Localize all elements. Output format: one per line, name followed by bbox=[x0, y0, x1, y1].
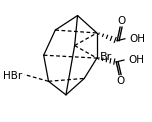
Text: Br: Br bbox=[100, 52, 112, 62]
Text: OH: OH bbox=[130, 34, 146, 44]
Text: O: O bbox=[117, 16, 125, 26]
Text: OH: OH bbox=[129, 55, 145, 65]
Text: HBr: HBr bbox=[3, 71, 22, 81]
Text: O: O bbox=[116, 76, 124, 86]
